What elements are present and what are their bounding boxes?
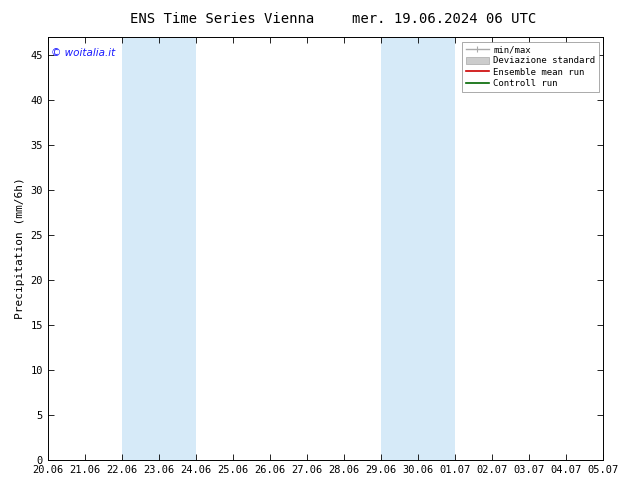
Y-axis label: Precipitation (mm/6h): Precipitation (mm/6h) bbox=[15, 178, 25, 319]
Text: © woitalia.it: © woitalia.it bbox=[51, 48, 115, 58]
Text: ENS Time Series Vienna: ENS Time Series Vienna bbox=[130, 12, 314, 26]
Bar bbox=[381, 37, 455, 460]
Bar bbox=[122, 37, 196, 460]
Text: mer. 19.06.2024 06 UTC: mer. 19.06.2024 06 UTC bbox=[352, 12, 536, 26]
Legend: min/max, Deviazione standard, Ensemble mean run, Controll run: min/max, Deviazione standard, Ensemble m… bbox=[462, 42, 599, 92]
